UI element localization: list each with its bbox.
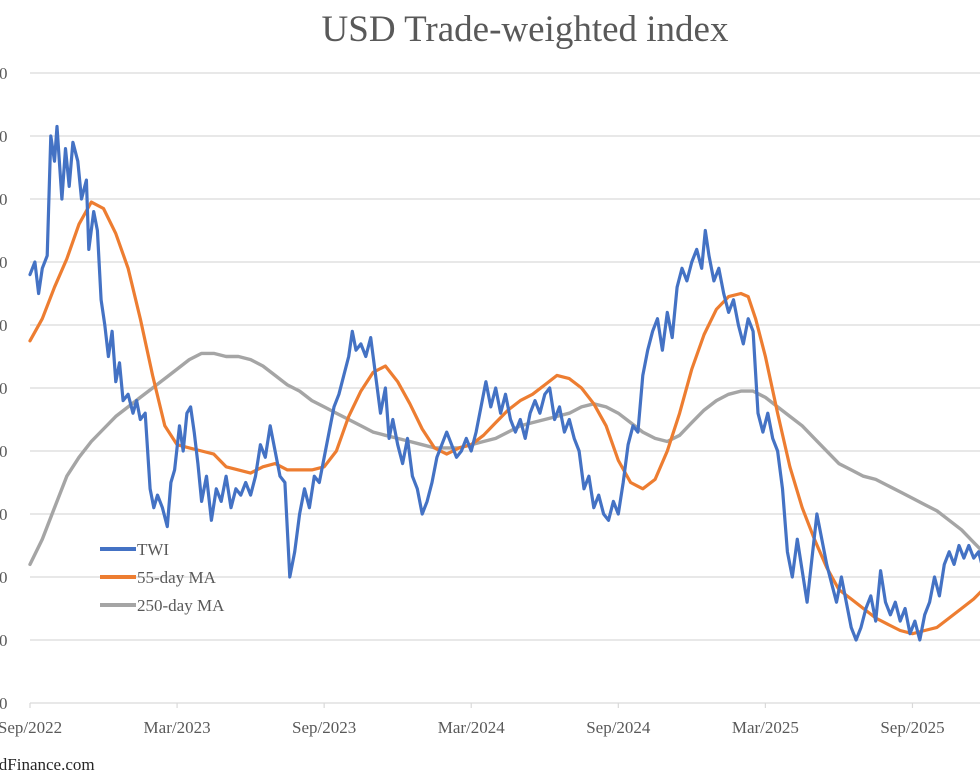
- y-tick-label: 0: [0, 442, 8, 461]
- x-tick-label: Sep/2024: [586, 718, 651, 737]
- y-tick-label: 0: [0, 379, 8, 398]
- x-tick-label: Mar/2023: [144, 718, 211, 737]
- legend-label: 55-day MA: [137, 568, 217, 587]
- y-axis-ticks: 0 0 0 0 0 0 0 0 0 0 0: [0, 64, 8, 713]
- y-tick-label: 0: [0, 568, 8, 587]
- y-tick-label: 0: [0, 190, 8, 209]
- series-line-55-day-ma: [28, 200, 980, 636]
- series-line-twi: [28, 124, 980, 642]
- chart-title: USD Trade-weighted index: [321, 9, 729, 50]
- x-tick-label: Sep/2025: [880, 718, 944, 737]
- y-tick-label: 0: [0, 253, 8, 272]
- y-tick-label: 0: [0, 694, 8, 713]
- y-tick-label: 0: [0, 505, 8, 524]
- x-axis-ticks: Sep/2022 Mar/2023 Sep/2023 Mar/2024 Sep/2024…: [0, 703, 945, 737]
- x-tick-label: Sep/2022: [0, 718, 62, 737]
- gridlines: [30, 72, 980, 704]
- source-credit: leodFinance.com: [0, 755, 95, 774]
- x-tick-label: Mar/2024: [438, 718, 506, 737]
- y-tick-label: 0: [0, 316, 8, 335]
- x-tick-label: Mar/2025: [732, 718, 799, 737]
- series-line-250-day-ma: [28, 351, 980, 567]
- y-tick-label: 0: [0, 127, 8, 146]
- legend: TWI 55-day MA 250-day MA: [100, 540, 225, 615]
- y-tick-label: 0: [0, 64, 8, 83]
- x-tick-label: Sep/2023: [292, 718, 356, 737]
- legend-label: TWI: [137, 540, 169, 559]
- series-lines: [28, 124, 980, 642]
- y-tick-label: 0: [0, 631, 8, 650]
- legend-label: 250-day MA: [137, 596, 225, 615]
